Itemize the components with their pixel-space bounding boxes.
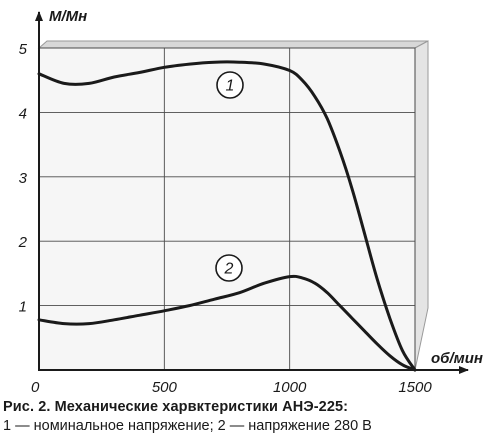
- y-tick-label-1: 1: [19, 299, 27, 316]
- series-lines: [37, 60, 417, 372]
- y-tick-label-5: 5: [19, 41, 28, 58]
- series-marker-label: 1: [226, 78, 235, 95]
- series-line-1: [37, 60, 417, 372]
- series-marker-circle: [215, 254, 243, 282]
- plot-area: [39, 48, 415, 370]
- series-markers: 12: [215, 71, 244, 282]
- series-marker-circle: [216, 71, 244, 99]
- figure-caption: Рис. 2. Механические харвктеристики АНЭ-…: [3, 398, 497, 436]
- y-tick-label-3: 3: [19, 170, 28, 187]
- x-tick-label-1000: 1000: [273, 379, 307, 396]
- y-axis-label: М/Мн: [49, 8, 87, 25]
- grid: [39, 47, 416, 370]
- axes: [35, 11, 469, 374]
- series-line-2: [37, 274, 417, 372]
- plot-side-edge: [414, 40, 429, 371]
- caption-legend: 1 — номинальное напряжение; 2 — напряжен…: [3, 418, 372, 434]
- y-tick-label-2: 2: [18, 234, 28, 251]
- y-tick-label-4: 4: [19, 105, 27, 122]
- x-tick-label-500: 500: [152, 379, 178, 396]
- series-marker-1: 1: [216, 71, 244, 99]
- series-marker-label: 2: [224, 261, 234, 278]
- plot-background: [37, 40, 429, 371]
- caption-title: Рис. 2. Механические харвктеристики АНЭ-…: [3, 399, 349, 415]
- x-tick-label-1500: 1500: [398, 379, 432, 396]
- plot-top-edge: [37, 40, 429, 49]
- x-tick-label-0: 0: [31, 379, 40, 396]
- x-axis-label: об/мин: [431, 350, 483, 367]
- series-marker-2: 2: [215, 254, 243, 282]
